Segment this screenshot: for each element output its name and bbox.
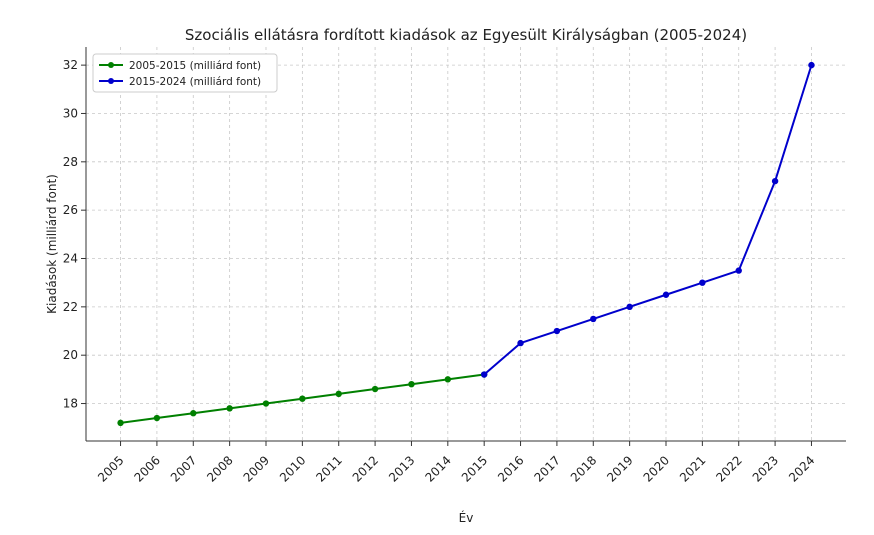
y-tick-label: 18 [63, 397, 78, 411]
series-2-point [699, 279, 706, 286]
x-tick-label: 2006 [132, 453, 163, 484]
y-tick-label: 22 [63, 300, 78, 314]
y-tick-label: 32 [63, 58, 78, 72]
series-1-point [153, 414, 161, 422]
x-tick-label: 2013 [386, 453, 417, 484]
axes [85, 47, 846, 442]
series-1-point [226, 405, 233, 412]
x-tick-label: 2011 [313, 453, 344, 484]
x-tick-label: 2014 [422, 453, 453, 484]
x-tick-label: 2023 [750, 453, 781, 484]
x-tick-label: 2012 [350, 453, 381, 484]
series-1-point [335, 390, 342, 398]
y-tick-label: 24 [63, 252, 78, 266]
x-tick-label: 2016 [495, 453, 526, 484]
series-2-point [662, 291, 670, 298]
x-tick-label: 2021 [677, 453, 708, 484]
series-1-point [408, 380, 415, 388]
legend-swatch-marker [108, 78, 114, 84]
series-1-point [117, 419, 124, 427]
series-2-point [590, 315, 597, 323]
series-1-point [299, 395, 306, 402]
y-tick-label: 26 [63, 203, 78, 217]
chart-title: Szociális ellátásra fordított kiadások a… [185, 26, 747, 44]
x-tick-label: 2022 [713, 453, 744, 484]
series-2 [480, 61, 815, 378]
legend-item-2: 2015-2024 (milliárd font) [99, 76, 261, 88]
series-1-point [444, 376, 452, 383]
legend: 2005-2015 (milliárd font) 2015-2024 (mill… [92, 53, 278, 93]
grid [86, 47, 846, 441]
y-tick-label: 28 [63, 155, 78, 169]
legend-swatch-marker [108, 62, 114, 68]
series-2-point [553, 327, 561, 335]
y-tick-label: 30 [63, 106, 78, 120]
y-axis-label: Kiadások (milliárd font) [45, 174, 59, 314]
x-tick-label: 2007 [168, 453, 199, 484]
x-tick-label: 2020 [641, 453, 672, 484]
x-tick-label: 2024 [786, 453, 817, 484]
y-ticks: 18 20 22 24 26 28 30 32 [63, 58, 86, 411]
series-2-line [483, 64, 813, 376]
x-tick-label: 2017 [532, 453, 563, 484]
series-2-point [517, 339, 524, 347]
legend-label: 2005-2015 (milliárd font) [129, 60, 261, 72]
series-1-point [371, 385, 379, 393]
series-1-point [262, 400, 270, 407]
x-tick-label: 2008 [204, 453, 235, 484]
x-tick-label: 2005 [95, 453, 126, 484]
x-tick-label: 2015 [459, 453, 490, 484]
x-axis-label: Év [459, 510, 474, 525]
series-2-point [771, 177, 779, 185]
legend-box [92, 53, 278, 93]
series-1 [117, 371, 488, 427]
x-tick-label: 2009 [241, 453, 272, 484]
series-2-point [626, 303, 633, 311]
series-1-point [190, 410, 197, 417]
legend-item-1: 2005-2015 (milliárd font) [99, 60, 261, 72]
x-ticks: 2005 2006 2007 2008 2009 2010 2011 2012 2013 2014… [95, 441, 818, 485]
legend-label: 2015-2024 (milliárd font) [129, 76, 261, 88]
series-2-point [735, 267, 742, 274]
x-tick-label: 2018 [568, 453, 599, 484]
series-2-point [808, 61, 815, 69]
x-tick-label: 2019 [604, 453, 635, 484]
y-tick-label: 20 [63, 348, 78, 362]
x-tick-label: 2010 [277, 453, 308, 484]
series-2-point [480, 371, 488, 378]
legend-items: 2005-2015 (milliárd font) 2015-2024 (mill… [99, 60, 261, 88]
series [117, 61, 815, 427]
